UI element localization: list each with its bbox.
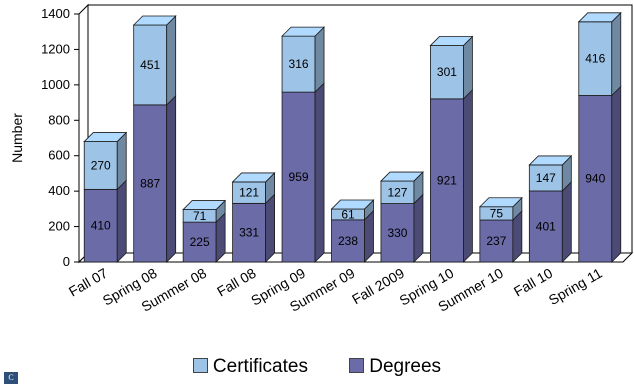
bar-degrees-front <box>578 95 613 263</box>
legend-swatch-degrees <box>349 358 365 373</box>
data-label-certificates: 270 <box>91 158 111 172</box>
bar-degrees-front <box>133 104 168 263</box>
bar-certificates-top <box>528 155 573 166</box>
y-tick-label: 200 <box>48 219 70 234</box>
legend-swatch-certificates <box>192 358 208 373</box>
legend-item-degrees: Degrees <box>349 356 441 378</box>
data-label-certificates: 75 <box>490 206 504 220</box>
data-label-degrees: 887 <box>140 176 160 190</box>
data-label-degrees: 921 <box>437 173 457 187</box>
y-axis-label: Number <box>9 113 25 163</box>
data-label-certificates: 316 <box>289 57 309 71</box>
bar-certificates-side <box>463 35 473 100</box>
legend-label-certificates: Certificates <box>212 356 308 377</box>
y-tick-label: 1000 <box>41 77 70 92</box>
college-logo: C <box>4 372 18 384</box>
bar-certificates-top <box>330 199 375 210</box>
bar-certificates-front <box>133 24 168 106</box>
bar-certificates-side <box>116 131 127 191</box>
stacked-bar-chart: 0 200 400 600 800 1000 1200 1400 Number 410 270 Fal… <box>9 3 634 315</box>
legend-item-certificates: Certificates <box>192 356 308 378</box>
bar-certificates-top <box>577 12 622 23</box>
y-tick-label: 1400 <box>41 6 70 21</box>
x-tick-label: Fall 2009 <box>349 265 407 308</box>
bar-certificates-top <box>379 171 424 182</box>
bar-certificates-top <box>281 26 326 37</box>
bar-certificates-side <box>314 26 325 94</box>
bar-degrees-side <box>166 94 177 263</box>
data-label-degrees: 959 <box>289 170 309 184</box>
data-label-degrees: 940 <box>585 172 605 186</box>
y-tick-label: 600 <box>48 148 70 163</box>
data-label-certificates: 416 <box>585 52 605 66</box>
data-label-degrees: 225 <box>190 235 210 249</box>
bar-degrees-side <box>265 193 275 263</box>
bar-degrees-front <box>528 190 563 263</box>
y-tick-label: 400 <box>48 183 70 198</box>
bar-degrees-side <box>611 85 622 263</box>
data-label-certificates: 61 <box>341 207 355 221</box>
data-label-certificates: 121 <box>239 186 259 200</box>
y-tick-label: 0 <box>63 254 70 269</box>
data-label-certificates: 301 <box>437 65 457 79</box>
bar-degrees-front <box>479 219 514 263</box>
bar-degrees-side <box>314 82 325 263</box>
data-label-degrees: 401 <box>536 219 556 233</box>
bar-degrees-side <box>463 88 473 263</box>
data-label-degrees: 330 <box>387 226 407 240</box>
bar-certificates-front <box>281 35 316 93</box>
bar-certificates-side <box>166 15 177 106</box>
chart-legend: Certificates Degrees <box>0 356 634 378</box>
bar-certificates-top <box>478 197 523 208</box>
bar-degrees-front <box>380 203 415 263</box>
data-label-degrees: 237 <box>486 234 506 248</box>
bar-degrees-side <box>116 179 127 263</box>
data-label-certificates: 71 <box>193 209 207 223</box>
bar-certificates-top <box>182 200 227 210</box>
bar-certificates-side <box>611 11 622 97</box>
bar-degrees-side <box>413 193 424 263</box>
x-tick-label: Spring 11 <box>546 265 605 308</box>
y-tick-label: 800 <box>48 112 70 127</box>
bar-certificates-top <box>132 15 177 26</box>
data-label-certificates: 451 <box>140 58 160 72</box>
data-label-degrees: 410 <box>91 219 111 233</box>
data-label-certificates: 147 <box>536 171 556 185</box>
bar-certificates-top <box>83 132 128 142</box>
y-tick-label: 1200 <box>41 41 70 56</box>
data-label-degrees: 238 <box>338 234 358 248</box>
bar-certificates-top <box>231 172 276 183</box>
bar-certificates-top <box>429 36 474 46</box>
bar-degrees-side <box>561 181 572 263</box>
data-label-certificates: 127 <box>387 185 407 199</box>
legend-label-degrees: Degrees <box>369 356 442 377</box>
data-label-degrees: 331 <box>239 226 259 240</box>
